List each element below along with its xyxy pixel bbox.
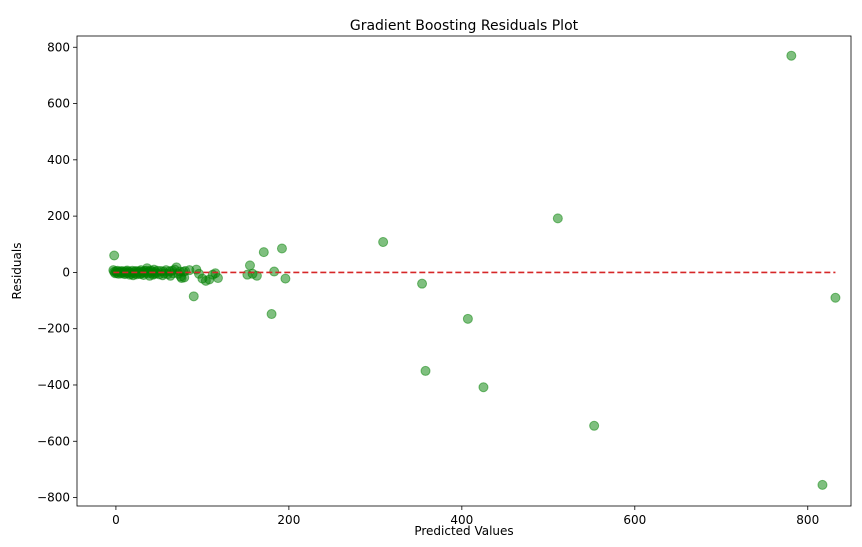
x-tick-label: 800 (796, 513, 819, 527)
data-point (244, 260, 255, 271)
y-axis-ticks: −800 −600 −400 −200 0 200 400 600 800 (37, 40, 77, 505)
data-point (258, 247, 269, 258)
y-tick-label: −600 (37, 434, 70, 448)
data-point (786, 50, 797, 61)
x-tick-label: 600 (623, 513, 646, 527)
y-tick-label: 800 (47, 40, 70, 54)
data-point (830, 292, 841, 303)
data-point (817, 479, 828, 490)
y-tick-label: −800 (37, 491, 70, 505)
y-tick-label: 400 (47, 153, 70, 167)
data-point (589, 420, 600, 431)
plot-area (108, 50, 841, 490)
data-point (266, 309, 277, 320)
x-tick-label: 0 (112, 513, 120, 527)
data-point (378, 237, 389, 248)
data-point (212, 273, 223, 284)
x-axis-ticks: 0 200 400 600 800 (112, 506, 819, 527)
data-point (251, 270, 262, 281)
y-tick-label: 200 (47, 209, 70, 223)
x-tick-label: 400 (450, 513, 473, 527)
y-tick-label: −400 (37, 378, 70, 392)
data-point (188, 291, 199, 302)
x-tick-label: 200 (277, 513, 300, 527)
x-axis-label: Predicted Values (414, 524, 513, 538)
y-tick-label: −200 (37, 322, 70, 336)
data-point (417, 278, 428, 289)
data-point (478, 382, 489, 393)
data-point (276, 243, 287, 254)
y-axis-label: Residuals (10, 243, 24, 300)
y-tick-label: 600 (47, 97, 70, 111)
data-point (420, 365, 431, 376)
data-point (269, 266, 280, 277)
chart-title: Gradient Boosting Residuals Plot (350, 18, 579, 34)
data-point (552, 213, 563, 224)
plot-frame (76, 35, 852, 507)
data-point (280, 273, 291, 284)
y-tick-label: 0 (62, 265, 70, 279)
data-point (109, 250, 120, 261)
data-point (462, 313, 473, 324)
